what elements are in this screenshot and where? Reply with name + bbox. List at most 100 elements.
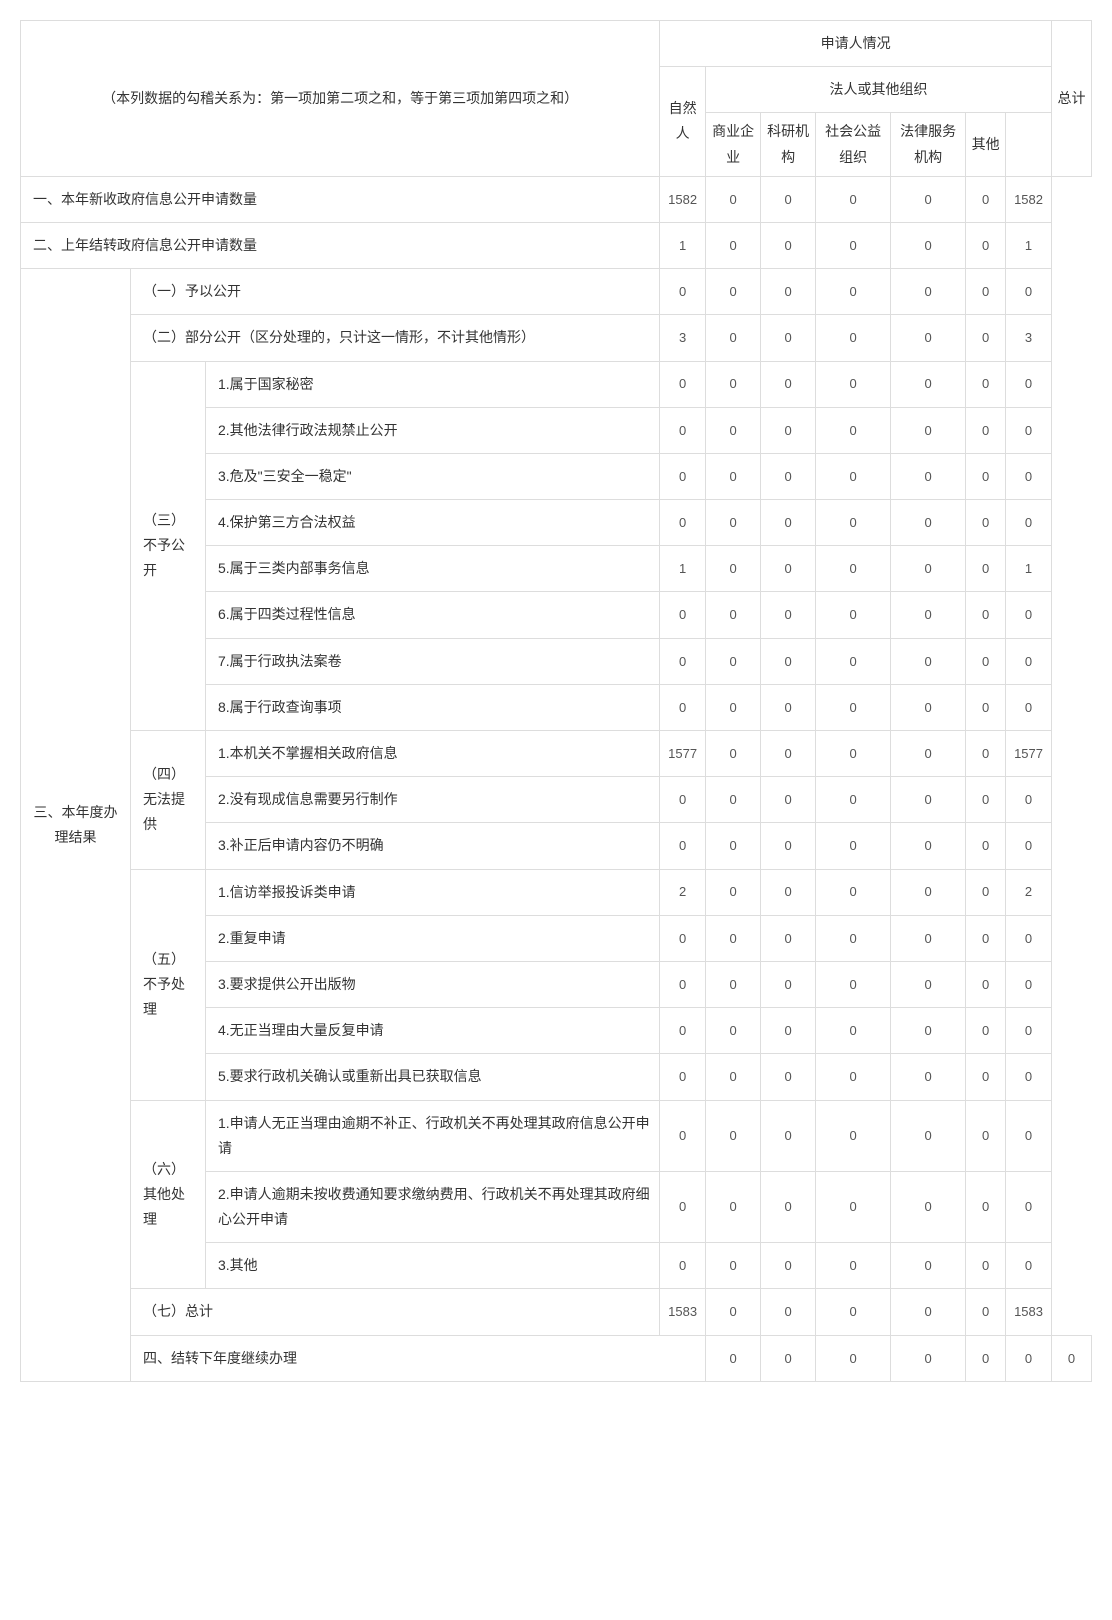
cell-biz: 0 (706, 1243, 761, 1289)
cell-biz: 0 (706, 915, 761, 961)
cell-biz: 0 (706, 222, 761, 268)
cell-welfare: 0 (816, 684, 891, 730)
cell-total: 0 (1006, 915, 1052, 961)
cell-total: 0 (1006, 961, 1052, 1007)
row-label: 2.其他法律行政法规禁止公开 (206, 407, 660, 453)
cell-natural: 1577 (660, 731, 706, 777)
cell-research: 0 (761, 361, 816, 407)
row-3f1: （六）其他处理 1.申请人无正当理由逾期不补正、行政机关不再处理其政府信息公开申… (21, 1100, 1092, 1171)
group-3c-label: （三）不予公开 (131, 361, 206, 731)
cell-total: 1582 (1006, 176, 1052, 222)
cell-natural: 0 (660, 684, 706, 730)
row-label: 3.危及"三安全一稳定" (206, 453, 660, 499)
cell-total: 0 (1006, 1171, 1052, 1242)
cell-other: 0 (966, 222, 1006, 268)
row-label: 2.没有现成信息需要另行制作 (206, 777, 660, 823)
cell-other: 0 (966, 1054, 1006, 1100)
cell-other: 0 (966, 684, 1006, 730)
row-carryover: 二、上年结转政府信息公开申请数量 1 0 0 0 0 0 1 (21, 222, 1092, 268)
cell-research: 0 (761, 453, 816, 499)
row-label: 1.申请人无正当理由逾期不补正、行政机关不再处理其政府信息公开申请 (206, 1100, 660, 1171)
cell-other: 0 (966, 453, 1006, 499)
cell-total: 0 (1006, 361, 1052, 407)
row-3d1: （四）无法提供 1.本机关不掌握相关政府信息 1577 0 0 0 0 0 15… (21, 731, 1092, 777)
cell-legalsvc: 0 (891, 869, 966, 915)
cell-biz: 0 (706, 176, 761, 222)
cell-biz: 0 (761, 1335, 816, 1381)
cell-natural: 0 (706, 1335, 761, 1381)
row-label: 2.重复申请 (206, 915, 660, 961)
cell-welfare: 0 (816, 1054, 891, 1100)
cell-welfare: 0 (816, 1008, 891, 1054)
cell-natural: 2 (660, 869, 706, 915)
row-label: 1.属于国家秘密 (206, 361, 660, 407)
cell-biz: 0 (706, 823, 761, 869)
cell-natural: 0 (660, 961, 706, 1007)
header-legal: 法人或其他组织 (706, 67, 1052, 113)
cell-total: 0 (1006, 592, 1052, 638)
cell-research: 0 (761, 1008, 816, 1054)
row-label: 2.申请人逾期未按收费通知要求缴纳费用、行政机关不再处理其政府细心公开申请 (206, 1171, 660, 1242)
cell-legalsvc: 0 (891, 823, 966, 869)
row-label: 8.属于行政查询事项 (206, 684, 660, 730)
cell-welfare: 0 (816, 176, 891, 222)
cell-research: 0 (761, 823, 816, 869)
cell-legalsvc: 0 (891, 222, 966, 268)
cell-other: 0 (966, 592, 1006, 638)
cell-research: 0 (761, 1100, 816, 1171)
cell-welfare: 0 (816, 546, 891, 592)
row-label: 5.要求行政机关确认或重新出具已获取信息 (206, 1054, 660, 1100)
cell-welfare: 0 (816, 453, 891, 499)
cell-research: 0 (761, 407, 816, 453)
header-legalsvc: 法律服务机构 (891, 113, 966, 176)
cell-other: 0 (966, 638, 1006, 684)
cell-welfare: 0 (816, 731, 891, 777)
cell-total: 0 (1006, 1243, 1052, 1289)
cell-other: 0 (966, 915, 1006, 961)
row-label: 4.无正当理由大量反复申请 (206, 1008, 660, 1054)
cell-welfare: 0 (816, 315, 891, 361)
row-3e1: （五）不予处理 1.信访举报投诉类申请 2 0 0 0 0 0 2 (21, 869, 1092, 915)
cell-biz: 0 (706, 361, 761, 407)
cell-research: 0 (761, 176, 816, 222)
cell-other: 0 (966, 176, 1006, 222)
row-3a: 三、本年度办理结果 （一）予以公开 0 0 0 0 0 0 0 (21, 269, 1092, 315)
cell-welfare: 0 (816, 915, 891, 961)
cell-legalsvc: 0 (891, 1243, 966, 1289)
cell-research: 0 (761, 777, 816, 823)
group-3d-label: （四）无法提供 (131, 731, 206, 870)
cell-other: 0 (966, 777, 1006, 823)
cell-legalsvc: 0 (891, 592, 966, 638)
cell-total: 2 (1006, 869, 1052, 915)
cell-other: 0 (966, 823, 1006, 869)
cell-research: 0 (761, 269, 816, 315)
cell-legalsvc: 0 (891, 546, 966, 592)
cell-legalsvc: 0 (966, 1335, 1006, 1381)
cell-other: 0 (1006, 1335, 1052, 1381)
cell-other: 0 (966, 1008, 1006, 1054)
cell-other: 0 (966, 869, 1006, 915)
gov-info-table: （本列数据的勾稽关系为：第一项加第二项之和，等于第三项加第四项之和） 申请人情况… (20, 20, 1092, 1382)
header-welfare: 社会公益组织 (816, 113, 891, 176)
cell-natural: 1 (660, 546, 706, 592)
cell-legalsvc: 0 (891, 453, 966, 499)
cell-legalsvc: 0 (891, 407, 966, 453)
cell-legalsvc: 0 (891, 1054, 966, 1100)
row-label: 二、上年结转政府信息公开申请数量 (21, 222, 660, 268)
cell-legalsvc: 0 (891, 684, 966, 730)
cell-welfare: 0 (816, 1171, 891, 1242)
cell-research: 0 (761, 638, 816, 684)
row-3g: （七）总计 1583 0 0 0 0 0 1583 (21, 1289, 1092, 1335)
row-label: 1.本机关不掌握相关政府信息 (206, 731, 660, 777)
cell-legalsvc: 0 (891, 638, 966, 684)
group-3f-label: （六）其他处理 (131, 1100, 206, 1289)
cell-natural: 0 (660, 361, 706, 407)
cell-natural: 1 (660, 222, 706, 268)
cell-natural: 0 (660, 407, 706, 453)
cell-other: 0 (966, 315, 1006, 361)
cell-other: 0 (966, 546, 1006, 592)
cell-natural: 0 (660, 1054, 706, 1100)
cell-biz: 0 (706, 1008, 761, 1054)
cell-research: 0 (761, 315, 816, 361)
cell-legalsvc: 0 (891, 915, 966, 961)
